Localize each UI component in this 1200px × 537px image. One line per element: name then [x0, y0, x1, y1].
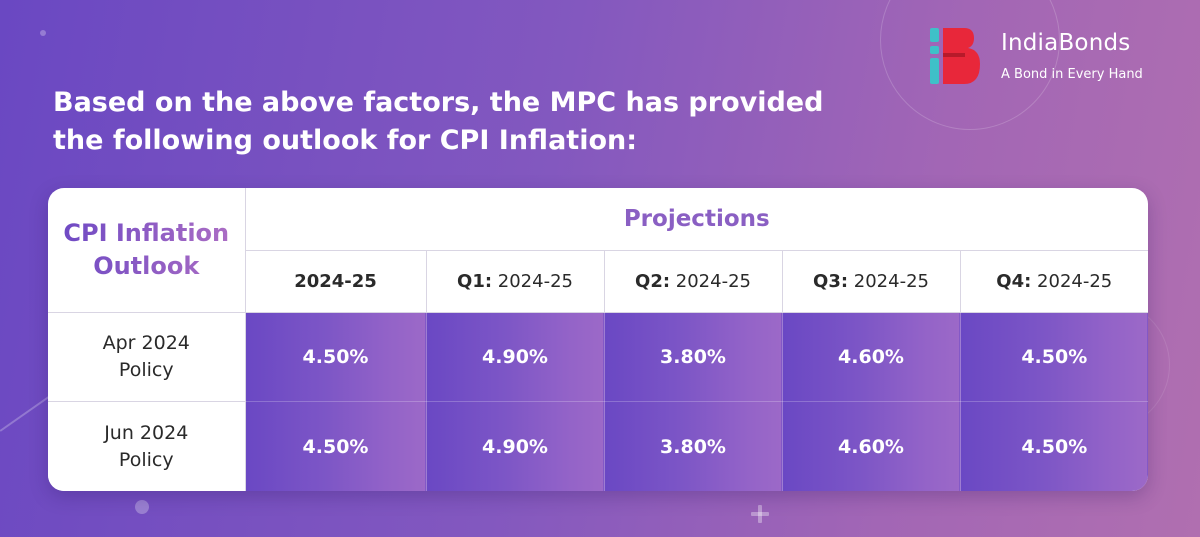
corner-title-line-1: CPI Inflation	[63, 218, 230, 247]
decorative-dot	[135, 500, 149, 514]
row-label-line-1: Apr 2024	[102, 331, 190, 354]
period-label: 2024-25	[848, 270, 929, 292]
period-prefix: Q1:	[457, 270, 493, 292]
headline: Based on the above factors, the MPC has …	[53, 84, 883, 160]
period-header-q2: Q2: 2024-25	[603, 249, 783, 313]
value-cell: 3.80%	[603, 311, 783, 403]
period-label: 2024-25	[670, 270, 751, 292]
value-cell: 4.60%	[781, 401, 961, 491]
row-label-line-1: Jun 2024	[104, 421, 189, 444]
value-cell: 4.50%	[244, 401, 427, 491]
row-label-line-2: Policy	[118, 358, 174, 381]
value-cell: 4.90%	[425, 401, 605, 491]
row-label-line-2: Policy	[118, 448, 174, 471]
header-row-group: CPI Inflation Outlook Projections	[48, 188, 1148, 313]
period-header-q4: Q4: 2024-25	[959, 249, 1148, 313]
corner-title-line-2: Outlook	[93, 251, 200, 280]
period-header-fy: 2024-25	[245, 249, 427, 313]
value-cell: 4.50%	[959, 311, 1148, 403]
row-label-jun-2024: Jun 2024 Policy	[48, 401, 246, 491]
brand-logo: IndiaBonds A Bond in Every Hand	[930, 26, 1170, 88]
period-label: 2024-25	[294, 270, 377, 292]
period-header-q3: Q3: 2024-25	[781, 249, 961, 313]
period-prefix: Q2:	[635, 270, 671, 292]
decorative-plus-icon	[748, 502, 772, 526]
value-cell: 4.50%	[959, 401, 1148, 491]
value-cell: 3.80%	[603, 401, 783, 491]
projections-header: Projections	[244, 188, 1148, 251]
value-cell: 4.60%	[781, 311, 961, 403]
period-label: 2024-25	[1031, 270, 1113, 292]
decorative-dot	[40, 30, 46, 36]
inflation-outlook-table-card: CPI Inflation Outlook Projections 2024-2…	[48, 188, 1148, 491]
row-label-apr-2024: Apr 2024 Policy	[48, 311, 246, 403]
brand-tagline: A Bond in Every Hand	[1001, 67, 1143, 82]
value-cell: 4.90%	[425, 311, 605, 403]
indiabonds-logo-icon	[930, 28, 980, 84]
headline-line-2: the following outlook for CPI Inflation:	[53, 125, 638, 156]
table-row: Jun 2024 Policy 4.50% 4.90% 3.80% 4.60% …	[48, 401, 1148, 491]
period-prefix: Q3:	[813, 270, 849, 292]
value-cell: 4.50%	[244, 311, 427, 403]
brand-name: IndiaBonds	[1001, 30, 1131, 56]
headline-line-1: Based on the above factors, the MPC has …	[53, 87, 824, 118]
corner-title: CPI Inflation Outlook	[48, 217, 245, 283]
corner-header-cell: CPI Inflation Outlook	[48, 188, 246, 313]
inflation-outlook-table: CPI Inflation Outlook Projections 2024-2…	[48, 188, 1148, 491]
table-row: Apr 2024 Policy 4.50% 4.90% 3.80% 4.60% …	[48, 311, 1148, 403]
period-prefix: Q4:	[996, 270, 1032, 292]
period-header-q1: Q1: 2024-25	[425, 249, 605, 313]
period-label: 2024-25	[492, 270, 573, 292]
header-row-periods: 2024-25 Q1: 2024-25 Q2: 2024-25 Q3: 2024…	[48, 249, 1148, 313]
